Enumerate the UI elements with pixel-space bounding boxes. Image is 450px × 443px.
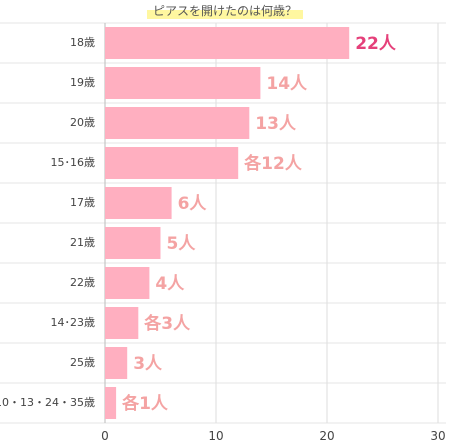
x-tick-label: 20 [319,429,334,443]
category-label: 10・13・24・35歳 [0,396,95,409]
bar [105,307,139,339]
data-label: 3人 [133,354,163,374]
category-label: 25歳 [70,356,95,369]
data-label: 22人 [355,34,397,54]
data-label: 各12人 [243,153,303,174]
bar [105,67,261,99]
bar [105,27,350,59]
bar [105,187,172,219]
data-label: 5人 [167,234,197,254]
data-label: 13人 [255,114,297,134]
x-tick-label: 10 [208,429,223,443]
bar [105,107,250,139]
chart-title: ピアスを開けたのは何歳？ [146,3,303,19]
bar [105,227,161,259]
category-label: 17歳 [70,196,95,209]
category-label: 21歳 [70,236,95,249]
data-label: 14人 [266,74,308,94]
category-label: 20歳 [70,116,95,129]
category-label: 18歳 [70,36,95,49]
category-label: 19歳 [70,76,95,89]
bar [105,387,117,419]
data-label: 4人 [155,274,185,294]
category-label: 14･23歳 [51,316,96,329]
bar [105,267,150,299]
x-tick-label: 30 [430,429,445,443]
category-label: 15･16歳 [51,156,96,169]
chart-title-wrap: ピアスを開けたのは何歳？ [0,0,450,19]
bar [105,147,239,179]
bar [105,347,128,379]
data-label: 6人 [178,194,208,214]
data-label: 各1人 [121,393,169,414]
data-label: 各3人 [143,313,191,334]
category-label: 22歳 [70,276,95,289]
x-tick-label: 0 [101,429,109,443]
